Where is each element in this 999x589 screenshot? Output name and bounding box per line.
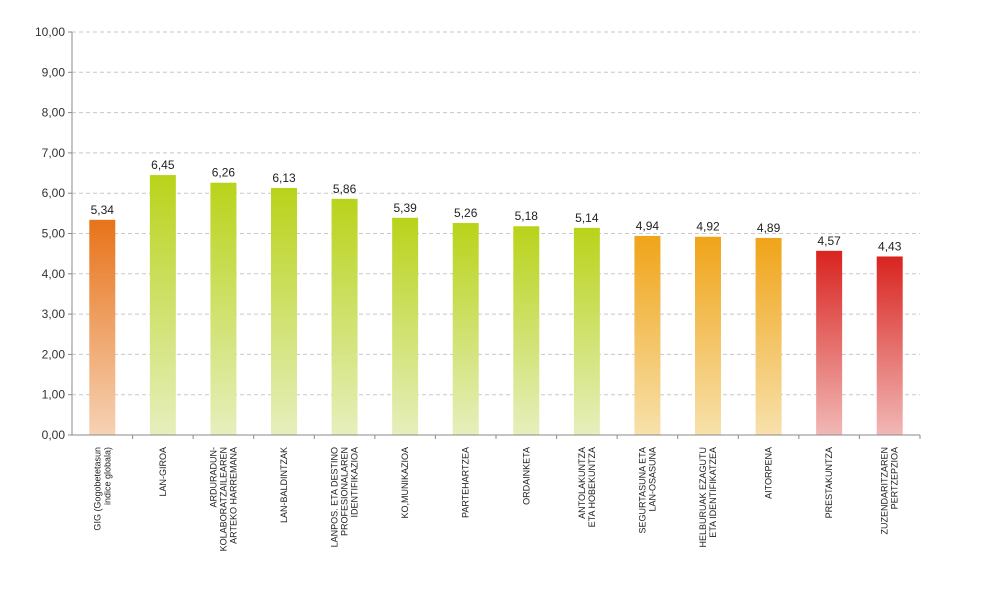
value-label: 5,86 [333, 182, 357, 196]
y-tick-label: 7,00 [42, 146, 66, 160]
value-label: 4,89 [757, 221, 781, 235]
x-category-label-line: SEGURTASUNA ETA [637, 447, 647, 534]
x-category-label: KO,MUNIKAZIOA [400, 447, 410, 519]
y-tick-label: 5,00 [42, 227, 66, 241]
bar [876, 256, 903, 435]
value-label: 5,34 [91, 203, 115, 217]
x-category-label-line: ZUZENDARITZAREN [880, 447, 890, 535]
value-label: 5,39 [393, 201, 417, 215]
bar [392, 217, 419, 435]
x-category-label-line: AITORPENA [764, 447, 774, 499]
y-tick-label: 1,00 [42, 388, 66, 402]
bar [452, 223, 479, 435]
value-label: 5,18 [515, 209, 539, 223]
x-category-label: PARTEHARTZEA [461, 447, 471, 518]
bar [210, 182, 237, 435]
x-category-label-line: PRESTAKUNTZA [824, 447, 834, 518]
bar [149, 175, 176, 435]
y-tick-label: 9,00 [42, 65, 66, 79]
x-category-label-line: PERTZEPZIOA [890, 447, 900, 509]
value-label: 6,13 [272, 171, 296, 185]
y-tick-label: 8,00 [42, 106, 66, 120]
x-axis-labels: GIG (Gogobetetasun indice globala) LAN-GIR… [92, 447, 899, 551]
bar [695, 236, 721, 435]
bars [89, 175, 903, 435]
x-category-label: PRESTAKUNTZA [824, 447, 834, 518]
y-tick-label: 6,00 [42, 186, 66, 200]
bar [331, 198, 358, 435]
value-label: 4,57 [817, 234, 841, 248]
bar [816, 250, 843, 435]
value-label: 6,26 [212, 166, 236, 180]
x-category-label: ORDAINKETA [521, 447, 531, 505]
x-category-label-line: ETA IDENTIFIKATZEA [708, 447, 718, 538]
x-category-label-line: KOLABORATZAILEAREN [218, 447, 228, 551]
x-category-label-line: KO,MUNIKAZIOA [400, 447, 410, 519]
x-category-label: AITORPENA [764, 447, 774, 499]
x-category-label: ZUZENDARITZAREN PERTZEPZIOA [880, 447, 900, 535]
bar [755, 237, 782, 435]
x-category-label: ARDURADUN- KOLABORATZAILEAREN ARTEKO HARRE… [208, 447, 238, 551]
value-label: 6,45 [151, 158, 175, 172]
value-labels: 5,34 6,45 6,26 6,13 5,86 5,39 5,26 5,18 5,14 4,94… [91, 158, 902, 253]
axes [71, 32, 921, 439]
x-category-label: LANPOS. ETA DESTINO PROFESIONALAREN IDENTI… [330, 447, 360, 547]
x-category-label-line: LANPOS. ETA DESTINO [330, 447, 340, 547]
x-category-label-line: ORDAINKETA [521, 447, 531, 505]
x-category-label-line: indice globala) [102, 447, 112, 505]
x-category-label-line: ANTOLAKUNTZA [577, 447, 587, 519]
x-category-label-line: IDENTIFIKAZIOA [350, 447, 360, 518]
x-category-label-line: ARTEKO HARREMANA [228, 447, 238, 544]
y-tick-label: 0,00 [42, 428, 66, 442]
value-label: 4,92 [696, 220, 720, 234]
x-category-label-line: GIG (Gogobetetasun [92, 447, 102, 531]
x-category-label: SEGURTASUNA ETA LAN-OSASUNA [637, 447, 657, 534]
x-category-label-line: LAN-OSASUNA [647, 447, 657, 512]
x-category-label: HELBURUAK EZAGUTU ETA IDENTIFIKATZEA [698, 447, 718, 548]
y-axis-ticks: 0,00 1,00 2,00 3,00 4,00 5,00 6,00 7,00 8,00 9,00… [35, 25, 72, 442]
y-tick-label: 3,00 [42, 307, 66, 321]
x-category-label-line: PROFESIONALAREN [340, 447, 350, 536]
x-category-label-line: LAN-GIROA [158, 447, 168, 497]
value-label: 5,14 [575, 211, 599, 225]
x-category-label: GIG (Gogobetetasun indice globala) [92, 447, 112, 531]
bar [634, 235, 661, 435]
value-label: 4,43 [878, 239, 902, 253]
x-category-label: LAN-BALDINTZAK [279, 447, 289, 523]
bar [573, 227, 600, 435]
x-category-label: ANTOLAKUNTZA ETA HOBEKUNTZA [577, 447, 597, 527]
gridlines [72, 31, 920, 396]
bar [89, 219, 116, 435]
x-category-label-line: PARTEHARTZEA [461, 447, 471, 518]
x-category-label: LAN-GIROA [158, 447, 168, 497]
y-tick-label: 4,00 [42, 267, 66, 281]
bar [271, 187, 297, 435]
x-category-label-line: HELBURUAK EZAGUTU [698, 447, 708, 548]
x-category-label-line: ARDURADUN- [208, 447, 218, 508]
value-label: 4,94 [636, 219, 660, 233]
y-tick-label: 2,00 [42, 347, 66, 361]
x-category-label-line: ETA HOBEKUNTZA [587, 447, 597, 527]
x-category-label-line: LAN-BALDINTZAK [279, 447, 289, 523]
bar [513, 226, 540, 435]
y-tick-label: 10,00 [35, 25, 65, 39]
value-label: 5,26 [454, 206, 478, 220]
